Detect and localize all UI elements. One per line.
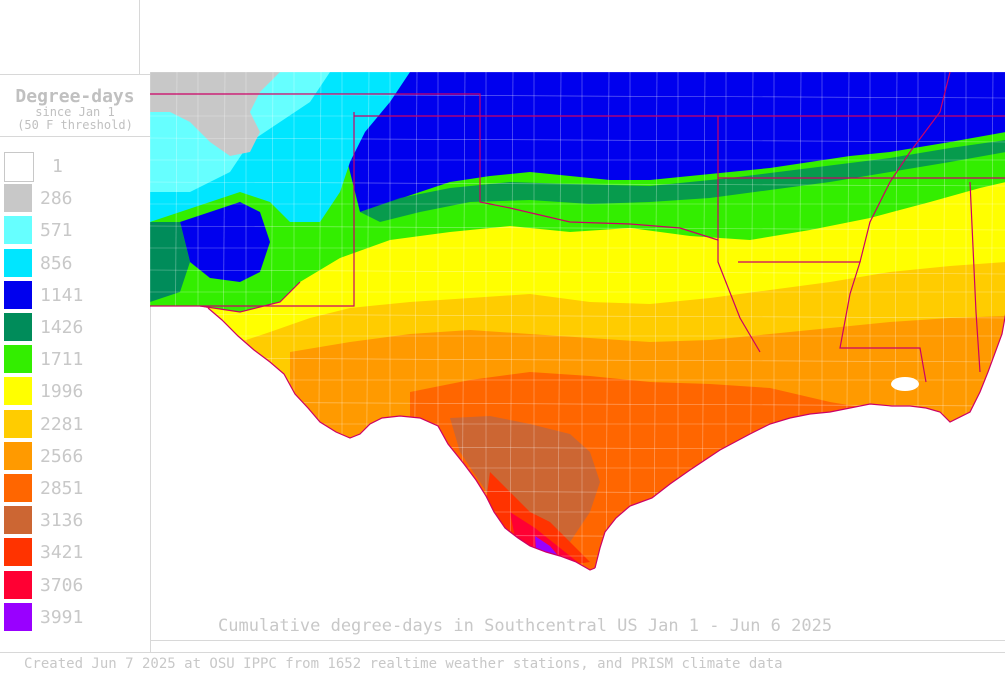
county-line: [605, 72, 610, 570]
frame-line-legend-header: [0, 136, 150, 137]
legend-swatch: [4, 538, 32, 567]
new-mexico-border: [150, 112, 355, 307]
legend-label: 1141: [40, 284, 84, 306]
mexico-border-west: [199, 281, 301, 313]
gulf-coastline: [594, 314, 1005, 569]
county-line: [557, 72, 562, 570]
rio-grande-border: [207, 307, 596, 571]
field-1426-west: [150, 222, 190, 302]
legend-label: 2281: [40, 413, 84, 435]
legend-label: 2566: [40, 445, 84, 467]
legend-swatch: [4, 345, 32, 374]
legend-subtitle-1: since Jan 1: [35, 105, 115, 119]
legend-label: 571: [40, 220, 73, 242]
field-1141-west: [180, 202, 270, 282]
oklahoma-texas-border: [354, 115, 719, 241]
texas-louisiana-border: [717, 240, 761, 353]
field-286: [150, 72, 280, 156]
county-line: [150, 225, 1005, 231]
legend-swatch: [4, 152, 34, 182]
legend-label: 3421: [40, 542, 84, 564]
field-3421: [486, 472, 590, 568]
legend-label: 3136: [40, 510, 84, 532]
county-line: [509, 72, 514, 570]
legend-swatch: [4, 184, 32, 213]
footer-credits: Created Jun 7 2025 at OSU IPPC from 1652…: [24, 656, 783, 672]
frame-line-legend-top: [0, 74, 150, 75]
legend-swatch: [4, 409, 32, 438]
legend-title: Degree-days: [15, 86, 135, 107]
legend-swatch: [4, 377, 32, 406]
legend-label: 1996: [40, 381, 84, 403]
legend-swatch: [4, 602, 32, 631]
legend-label: 2851: [40, 478, 84, 499]
county-line: [150, 181, 1005, 187]
legend-swatch: [4, 570, 32, 599]
legend-label: 3991: [40, 606, 84, 628]
county-line: [150, 93, 1005, 99]
legend-swatch: [4, 248, 32, 277]
legend-swatch: [4, 474, 32, 502]
legend-label: 3706: [40, 574, 84, 596]
legend-swatch: [4, 441, 32, 470]
county-line: [653, 72, 658, 570]
legend-label: 286: [40, 188, 73, 210]
legend-label: 1426: [40, 317, 84, 338]
legend-swatch: [4, 313, 32, 341]
frame-line-top-divider: [139, 0, 140, 74]
legend-swatch: [4, 280, 32, 309]
county-line: [150, 137, 1005, 143]
louisiana-border: [738, 261, 927, 383]
legend-label: 1711: [40, 349, 84, 371]
county-boundaries: [150, 72, 1005, 570]
field-no-data: [891, 377, 919, 391]
frame-line-caption: [150, 640, 1005, 641]
legend-swatch: [4, 506, 32, 535]
county-line: [150, 357, 1005, 363]
frame-line-bottom: [0, 652, 1005, 653]
county-line: [150, 313, 1005, 319]
frame-line-legend-right: [150, 74, 151, 652]
legend-label: 1: [52, 156, 63, 177]
mississippi-alabama-border: [969, 181, 981, 373]
field-3136: [450, 416, 600, 552]
county-line: [150, 269, 1005, 275]
map-color-fields: [150, 72, 1005, 570]
mississippi-river: [859, 72, 951, 263]
legend-swatch: [4, 216, 32, 245]
legend-subtitle-2: (50 F threshold): [17, 118, 133, 132]
state-boundaries: [150, 72, 1005, 383]
legend-label: 856: [40, 252, 73, 274]
degree-day-map: [150, 72, 1005, 571]
map-title: Cumulative degree-days in Southcentral U…: [218, 616, 833, 636]
kansas-oklahoma-border: [150, 93, 1005, 117]
